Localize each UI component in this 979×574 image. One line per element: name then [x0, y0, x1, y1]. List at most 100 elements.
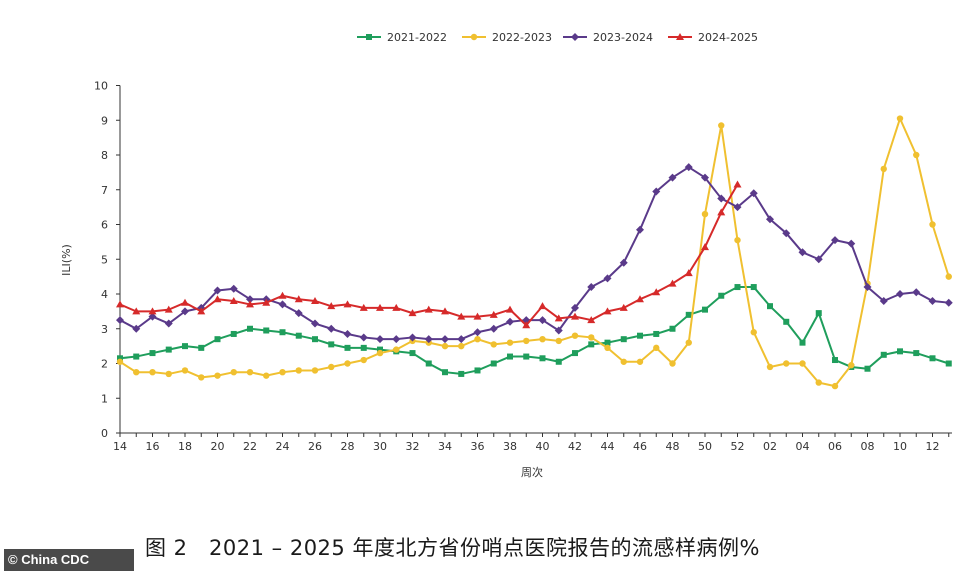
x-tick-label: 52 [731, 440, 745, 453]
data-point-2023-2024 [798, 248, 807, 257]
data-point-2022-2023 [750, 329, 757, 336]
data-point-2022-2023 [311, 367, 319, 374]
data-point-2021-2022 [913, 350, 920, 357]
data-point-2022-2023 [718, 122, 725, 129]
data-point-2024-2025 [441, 307, 449, 315]
legend-label: 2021-2022 [387, 31, 447, 44]
data-point-2022-2023 [783, 360, 790, 367]
data-point-2022-2023 [653, 344, 660, 352]
y-axis-title: ILI(%) [60, 244, 73, 276]
x-tick-label: 16 [146, 440, 160, 453]
data-point-2021-2022 [653, 330, 660, 337]
data-point-2023-2024 [814, 255, 823, 264]
figure-caption: 图 2 2021 – 2025 年度北方省份哨点医院报告的流感样病例% [145, 536, 760, 560]
data-point-2024-2025 [408, 309, 417, 317]
data-point-2021-2022 [637, 332, 643, 339]
data-point-2024-2025 [376, 303, 384, 311]
data-point-2022-2023 [360, 356, 367, 364]
data-point-2024-2025 [619, 303, 628, 311]
x-tick-label: 02 [763, 440, 777, 453]
data-point-2024-2025 [636, 295, 644, 303]
x-tick-label: 12 [926, 440, 940, 453]
data-point-2021-2022 [799, 339, 806, 346]
data-point-2021-2022 [490, 360, 497, 367]
x-tick-label: 34 [438, 440, 452, 453]
data-point-2023-2024 [879, 296, 888, 305]
data-point-2022-2023 [523, 337, 530, 345]
data-point-2023-2024 [311, 319, 319, 328]
series-2021-2022 [117, 284, 952, 377]
data-point-2023-2024 [278, 300, 287, 309]
data-point-2024-2025 [538, 302, 547, 310]
x-tick-label: 48 [666, 440, 680, 453]
series-line-2023-2024 [119, 166, 949, 341]
data-point-2021-2022 [230, 330, 237, 337]
x-tick-label: 40 [536, 440, 550, 453]
data-point-2023-2024 [213, 286, 222, 295]
data-point-2024-2025 [132, 307, 141, 315]
data-point-2023-2024 [506, 317, 514, 326]
data-point-2021-2022 [149, 350, 156, 357]
data-point-2023-2024 [896, 290, 904, 298]
data-point-2021-2022 [897, 348, 903, 355]
data-point-2022-2023 [246, 368, 254, 376]
data-point-2024-2025 [278, 291, 287, 299]
y-tick-label: 10 [94, 80, 108, 93]
data-point-2023-2024 [619, 258, 628, 267]
data-point-2023-2024 [424, 335, 433, 344]
legend-label: 2024-2025 [698, 31, 758, 44]
data-point-2021-2022 [718, 292, 725, 299]
data-point-2021-2022 [864, 365, 871, 372]
data-point-2022-2023 [880, 165, 887, 173]
data-point-2023-2024 [408, 333, 417, 342]
data-point-2022-2023 [263, 372, 270, 379]
data-point-2024-2025 [489, 310, 498, 318]
data-point-2023-2024 [554, 326, 563, 335]
x-tick-label: 06 [828, 440, 842, 453]
x-tick-label: 32 [406, 440, 420, 453]
data-point-2024-2025 [424, 305, 433, 313]
data-point-2022-2023 [116, 358, 124, 365]
data-point-2022-2023 [474, 335, 481, 343]
data-point-2024-2025 [733, 180, 742, 188]
data-point-2022-2023 [198, 374, 205, 381]
data-point-2021-2022 [685, 311, 692, 318]
data-point-2021-2022 [604, 339, 611, 346]
data-point-2022-2023 [133, 368, 140, 376]
x-tick-label: 44 [601, 440, 615, 453]
data-point-2021-2022 [734, 284, 741, 291]
data-point-2022-2023 [896, 115, 904, 122]
data-point-2022-2023 [393, 346, 400, 353]
data-point-2021-2022 [165, 346, 172, 353]
data-point-2024-2025 [213, 295, 222, 303]
data-point-2023-2024 [181, 307, 189, 316]
data-point-2021-2022 [263, 327, 270, 334]
data-point-2021-2022 [409, 350, 416, 357]
x-axis: 14 16 18 20 22 24 26 28 30 32 34 36 38 40 42 44 46 48 50 52… [113, 432, 952, 453]
data-point-2024-2025 [294, 295, 303, 303]
data-point-2023-2024 [376, 335, 384, 344]
legend-marker [676, 33, 684, 40]
data-point-2024-2025 [717, 208, 726, 216]
y-tick-label: 8 [101, 149, 108, 162]
data-point-2021-2022 [880, 351, 887, 358]
data-point-2023-2024 [603, 274, 612, 283]
data-point-2023-2024 [831, 236, 839, 245]
data-point-2021-2022 [442, 369, 448, 376]
data-point-2021-2022 [929, 355, 936, 362]
series-2022-2023 [116, 115, 952, 390]
data-point-2023-2024 [587, 283, 596, 292]
data-point-2023-2024 [863, 283, 872, 292]
data-point-2021-2022 [815, 310, 822, 317]
y-tick-label: 9 [101, 114, 108, 127]
y-tick-label: 6 [101, 219, 108, 232]
data-point-2021-2022 [458, 370, 465, 377]
data-point-2022-2023 [490, 341, 497, 348]
data-point-2021-2022 [669, 325, 676, 332]
y-tick-label: 4 [101, 288, 108, 301]
data-point-2021-2022 [279, 329, 286, 336]
data-point-2023-2024 [359, 333, 368, 342]
data-point-2023-2024 [636, 225, 644, 234]
data-point-2022-2023 [945, 273, 952, 280]
